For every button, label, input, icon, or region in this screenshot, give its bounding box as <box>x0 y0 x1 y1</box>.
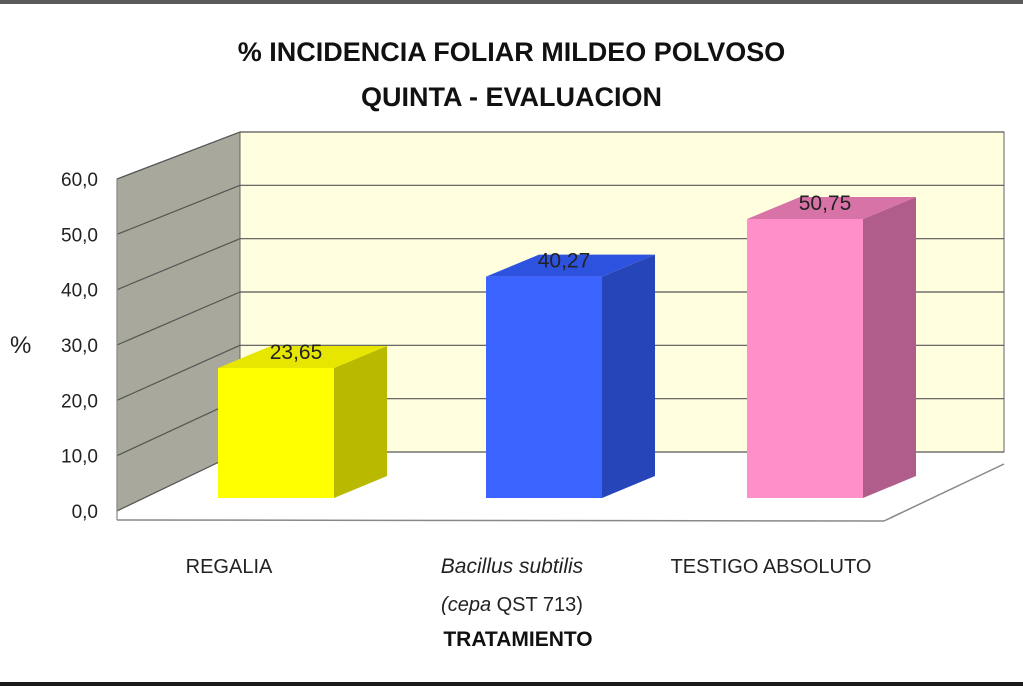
bar-chart: 0,0 10,0 20,0 30,0 40,0 50,0 60,0 23,65 40,27 50… <box>10 131 1005 651</box>
y-axis-label: % <box>10 332 31 359</box>
bar <box>218 367 334 498</box>
y-tick-label: 50,0 <box>61 225 98 246</box>
bar-side <box>602 254 655 498</box>
data-label: 40,27 <box>538 250 591 273</box>
bar-top <box>486 254 655 277</box>
y-tick-label: 10,0 <box>61 447 98 468</box>
bar <box>747 219 863 498</box>
data-label: 23,65 <box>270 341 323 364</box>
y-tick-label: 40,0 <box>61 281 98 302</box>
bar-side <box>863 197 916 498</box>
y-tick-label: 60,0 <box>61 170 98 191</box>
floor-edge <box>883 463 1005 522</box>
chart-title: % INCIDENCIA FOLIAR MILDEO POLVOSO <box>237 37 786 67</box>
gridline <box>116 131 241 180</box>
gridline <box>116 291 241 346</box>
gridline <box>116 238 241 291</box>
category-label: Bacillus subtilis <box>441 555 584 578</box>
data-label: 50,75 <box>799 192 852 215</box>
category-label: TESTIGO ABSOLUTO <box>671 556 872 578</box>
gridline <box>116 184 241 235</box>
bar-side <box>334 345 387 498</box>
bar-top <box>218 345 387 368</box>
y-tick-label: 0,0 <box>72 502 98 523</box>
gridline <box>116 344 241 401</box>
y-tick-label: 30,0 <box>61 336 98 357</box>
x-axis-line <box>116 519 885 522</box>
bar <box>486 276 602 498</box>
y-tick-label: 20,0 <box>61 391 98 412</box>
x-axis-label: TRATAMIENTO <box>443 628 592 651</box>
chart-subtitle: QUINTA - EVALUACION <box>361 82 662 112</box>
bar-top <box>747 197 916 219</box>
category-label-line2: (cepa QST 713) <box>441 594 583 616</box>
category-label: REGALIA <box>186 556 273 578</box>
